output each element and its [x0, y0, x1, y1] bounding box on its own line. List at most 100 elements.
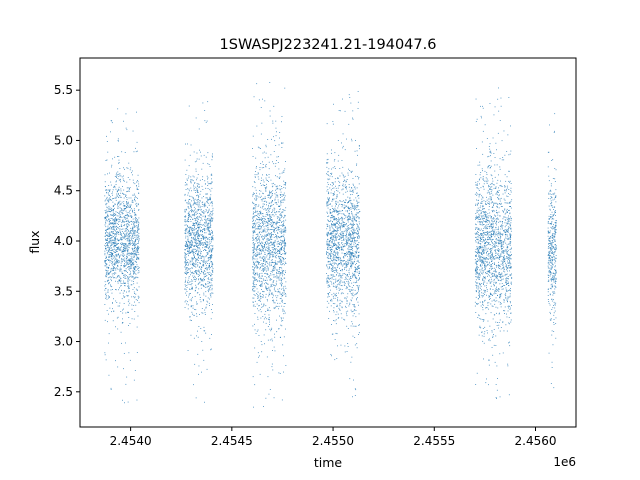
data-point — [107, 277, 109, 279]
data-point — [130, 264, 132, 266]
data-point — [198, 365, 200, 367]
data-point — [282, 295, 284, 296]
data-point — [261, 222, 263, 224]
data-point — [328, 258, 330, 259]
data-point — [279, 279, 281, 281]
data-point — [122, 322, 124, 324]
data-point — [272, 350, 273, 351]
data-point — [339, 263, 341, 264]
data-point — [284, 253, 286, 255]
data-point — [190, 182, 192, 184]
data-point — [262, 184, 264, 186]
data-point — [358, 265, 360, 266]
data-point — [340, 261, 342, 263]
data-point — [358, 313, 360, 315]
data-point — [120, 203, 122, 204]
data-point — [357, 259, 359, 261]
data-point — [132, 228, 134, 229]
data-point — [104, 235, 106, 237]
data-point — [106, 267, 108, 269]
data-point — [132, 210, 133, 212]
data-point — [128, 273, 130, 275]
data-point — [341, 160, 343, 161]
data-point — [272, 161, 273, 163]
data-point — [270, 250, 272, 251]
data-point — [279, 250, 281, 252]
data-point — [350, 230, 352, 232]
data-point — [104, 216, 106, 218]
data-point — [265, 188, 266, 190]
data-point — [126, 223, 128, 225]
data-point — [198, 267, 200, 268]
data-point — [134, 183, 136, 185]
data-point — [332, 217, 334, 219]
data-point — [354, 309, 356, 310]
data-point — [185, 292, 187, 294]
data-point — [211, 287, 213, 289]
data-point — [268, 252, 270, 254]
data-point — [210, 220, 212, 222]
data-point — [105, 294, 107, 295]
data-point — [268, 208, 270, 210]
data-point — [269, 245, 271, 246]
data-point — [328, 174, 329, 176]
data-point — [264, 230, 266, 232]
data-point — [253, 239, 255, 241]
data-point — [281, 300, 283, 302]
data-point — [192, 287, 193, 289]
data-point — [280, 236, 282, 238]
data-point — [108, 210, 110, 212]
data-point — [202, 215, 204, 217]
data-point — [284, 199, 286, 201]
data-point — [203, 265, 205, 267]
data-point — [269, 257, 270, 259]
data-point — [106, 198, 107, 200]
data-point — [124, 282, 126, 284]
data-point — [353, 281, 355, 283]
data-point — [280, 297, 282, 299]
data-point — [258, 262, 259, 264]
data-point — [120, 270, 122, 272]
data-point — [278, 227, 280, 228]
data-point — [121, 238, 123, 240]
data-point — [283, 355, 284, 357]
data-point — [208, 264, 210, 266]
data-point — [266, 261, 268, 263]
data-point — [260, 217, 262, 219]
data-point — [112, 224, 114, 226]
data-point — [262, 306, 264, 307]
data-point — [193, 188, 195, 189]
data-point — [189, 252, 191, 254]
data-point — [193, 252, 195, 253]
data-point — [257, 242, 259, 244]
data-point — [253, 192, 254, 194]
data-point — [127, 276, 129, 277]
data-point — [106, 202, 108, 204]
data-point — [112, 302, 113, 304]
data-point — [135, 217, 136, 218]
data-point — [268, 223, 270, 225]
data-point — [268, 319, 270, 321]
data-point — [204, 211, 206, 213]
data-point — [285, 182, 287, 184]
data-point — [265, 144, 267, 146]
data-point — [125, 265, 127, 266]
data-point — [252, 195, 254, 197]
data-point — [127, 220, 129, 222]
data-point — [184, 219, 186, 220]
data-point — [345, 236, 347, 238]
data-point — [272, 248, 274, 250]
data-point — [123, 209, 125, 211]
data-point — [136, 256, 138, 258]
data-point — [110, 223, 112, 225]
data-point — [115, 181, 117, 183]
data-point — [267, 223, 269, 224]
data-point — [256, 125, 258, 127]
data-point — [138, 268, 140, 269]
data-point — [282, 257, 284, 259]
data-point — [263, 303, 265, 305]
data-point — [129, 187, 131, 188]
data-point — [271, 278, 273, 280]
data-point — [137, 221, 139, 223]
data-point — [190, 240, 192, 241]
